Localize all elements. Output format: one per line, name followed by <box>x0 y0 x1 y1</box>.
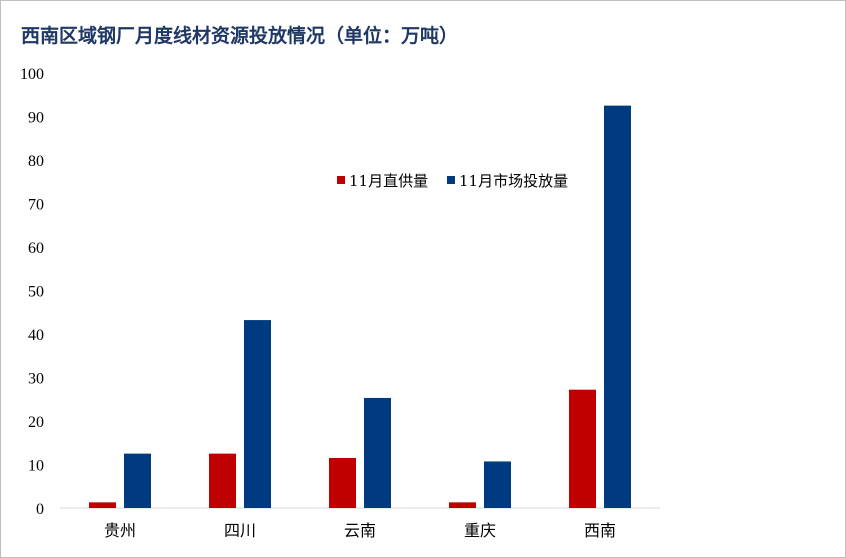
chart-title: 西南区域钢厂月度线材资源投放情况（单位：万吨） <box>21 25 459 47</box>
x-tick-label: 贵州 <box>104 521 136 540</box>
y-tick-label: 80 <box>28 153 44 170</box>
bar-direct-supply <box>449 502 476 508</box>
y-tick-label: 50 <box>28 284 44 301</box>
y-tick-label: 10 <box>28 458 44 475</box>
bar-market-release <box>604 105 631 508</box>
bar-market-release <box>244 320 271 508</box>
legend-swatch <box>337 176 345 184</box>
y-tick-label: 0 <box>36 501 44 518</box>
bar-direct-supply <box>209 453 236 508</box>
legend-label: 11月直供量 <box>349 172 428 190</box>
x-axis-labels: 贵州 四川 云南 重庆 西南 <box>104 521 616 540</box>
x-tick-label: 云南 <box>344 521 376 540</box>
bar-direct-supply <box>89 502 116 508</box>
bar-direct-supply <box>569 389 596 508</box>
x-tick-label: 西南 <box>584 521 616 540</box>
y-tick-label: 30 <box>28 371 44 388</box>
bar-direct-supply <box>329 457 356 508</box>
bar-market-release <box>364 397 391 508</box>
bar-market-release <box>484 461 511 508</box>
x-tick-label: 四川 <box>224 521 256 540</box>
bars <box>89 105 631 508</box>
legend: 11月直供量 11月市场投放量 <box>337 172 568 190</box>
legend-swatch <box>447 176 455 184</box>
y-tick-label: 60 <box>28 240 44 257</box>
y-tick-label: 90 <box>28 110 44 127</box>
bar-market-release <box>124 453 151 508</box>
y-tick-label: 40 <box>28 327 44 344</box>
y-axis-ticks: 0 10 20 30 40 50 60 70 80 90 100 <box>20 66 44 518</box>
x-tick-label: 重庆 <box>464 521 496 540</box>
legend-label: 11月市场投放量 <box>459 172 568 190</box>
y-tick-label: 100 <box>20 66 44 83</box>
y-tick-label: 70 <box>28 197 44 214</box>
y-tick-label: 20 <box>28 414 44 431</box>
